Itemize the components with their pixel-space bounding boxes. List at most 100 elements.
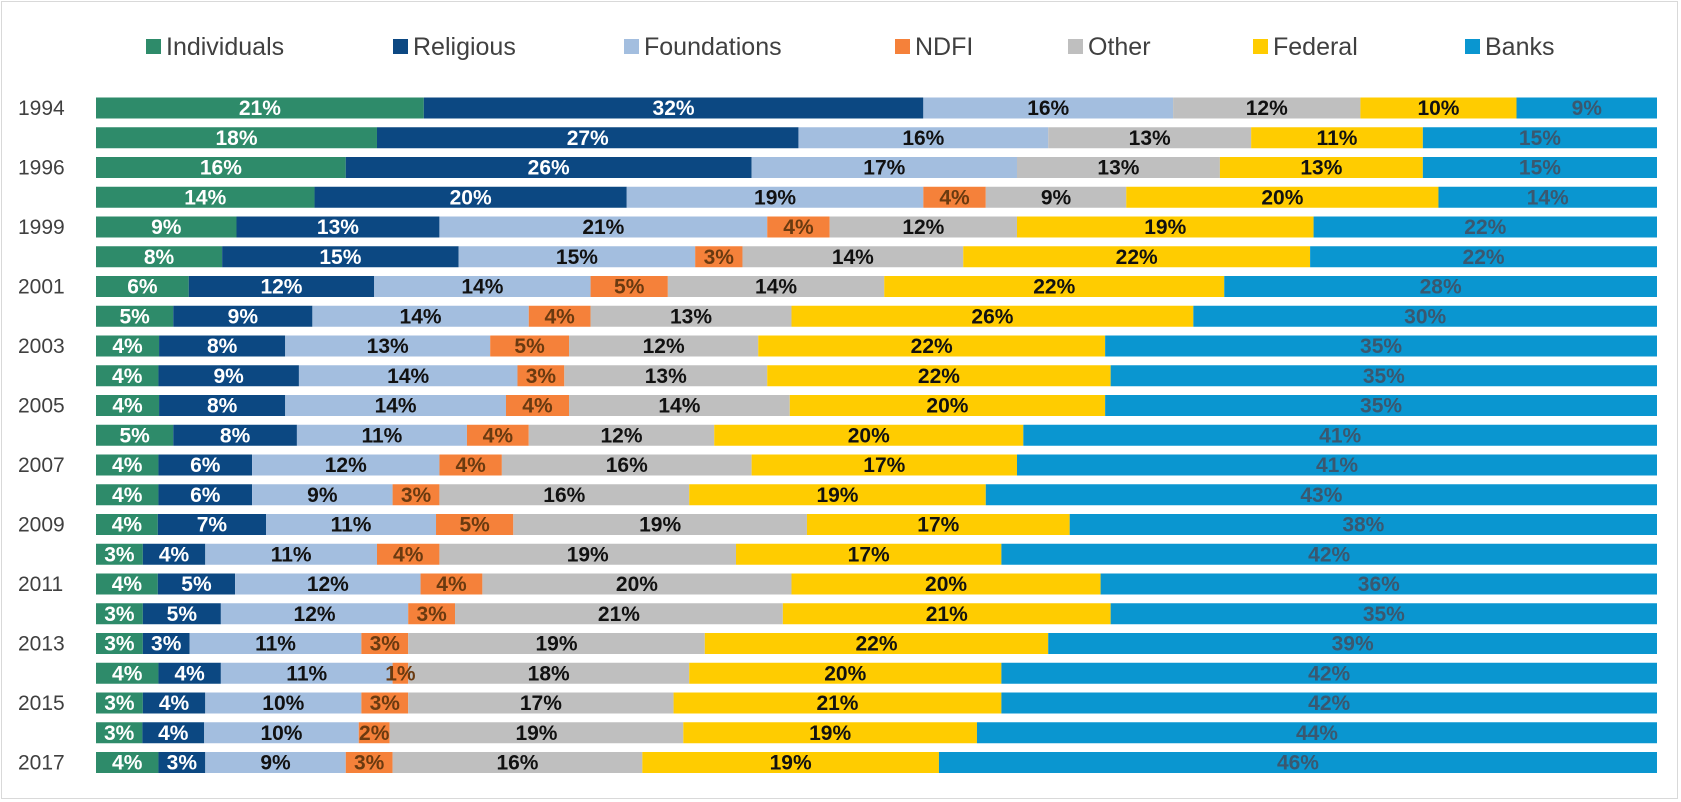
data-label-2015-ndfi: 3% [370,692,401,715]
data-label-2007-individuals: 4% [112,454,143,477]
data-label-1996-individuals: 16% [200,157,242,180]
bar-2001-other [667,276,885,297]
bar-2009-federal [806,514,1070,535]
legend-swatch-ndfi [895,39,910,54]
bar-2003-other [569,335,759,357]
bar-2009-other [513,514,807,535]
data-label-2016-religious: 4% [158,722,189,745]
bar-2009-religious [157,514,267,535]
data-label-2009-individuals: 4% [112,514,143,537]
data-label-2002-individuals: 5% [119,305,150,328]
bar-2016-ndfi [358,722,390,744]
bar-2001-federal [884,276,1225,297]
bar-2001-religious [188,276,375,297]
data-label-2012-individuals: 3% [104,603,135,626]
legend-label-individuals: Individuals [166,33,284,61]
bar-2015-individuals [96,692,143,714]
bar-1999-federal [1016,216,1314,238]
data-label-2010-federal: 17% [848,543,890,566]
data-label-1999-foundations: 21% [582,216,624,239]
bar-1999-religious [236,216,440,238]
bar-2016-religious [142,722,205,744]
data-label-2011-ndfi: 4% [436,573,467,596]
bar-1997-banks [1438,186,1657,208]
data-label-2006-foundations: 11% [361,424,402,447]
data-label-2001-banks: 28% [1420,276,1462,299]
data-label-2008-religious: 6% [190,484,221,507]
data-label-1995-banks: 15% [1519,127,1561,150]
data-label-2003-religious: 8% [207,335,238,358]
y-axis-label-2001: 2001 [18,276,65,299]
y-axis-labels: 1994 1996 1999 2001 2003 2005 2007 2009 2011 2013… [18,97,65,775]
bar-1997-individuals [96,186,315,208]
data-label-2011-individuals: 4% [112,573,143,596]
data-label-2000-individuals: 8% [144,246,175,269]
bar-2006-other [528,424,715,446]
bars [96,97,1657,773]
bar-2014-federal [689,662,1002,684]
bar-2013-religious [142,633,190,654]
data-label-2001-foundations: 14% [461,276,503,299]
legend-swatch-banks [1465,39,1480,54]
data-label-2015-other: 17% [520,692,562,715]
data-label-2007-federal: 17% [863,454,905,477]
data-label-2013-individuals: 3% [104,633,135,656]
bar-2011-ndfi [420,573,483,595]
data-label-2010-other: 19% [567,543,609,566]
bar-2013-banks [1048,633,1657,654]
y-axis-label-2003: 2003 [18,335,65,358]
bar-2014-banks [1001,662,1657,684]
bar-1996-individuals [96,157,346,178]
legend-label-other: Other [1088,33,1151,61]
bar-2010-individuals [96,543,143,565]
bar-2015-foundations [205,692,362,714]
data-label-2006-federal: 20% [848,424,890,447]
y-axis-label-1999: 1999 [18,216,65,239]
bar-2010-religious [142,543,206,565]
legend-swatch-other [1068,39,1083,54]
bar-2005-ndfi [505,395,570,416]
data-label-2011-religious: 5% [181,573,212,596]
bar-2008-foundations [252,484,393,506]
bar-1999-ndfi [767,216,830,238]
bar-2003-banks [1105,335,1657,357]
data-label-1994-religious: 32% [653,97,695,120]
bar-2000-ndfi [695,246,743,268]
bar-2007-ndfi [439,454,502,476]
bar-2014-religious [158,662,221,684]
bar-2005-foundations [285,395,506,416]
data-label-2006-other: 12% [600,424,642,447]
data-label-2001-ndfi: 5% [614,276,645,299]
legend-label-religious: Religious [413,33,516,61]
legend-swatch-religious [393,39,408,54]
data-label-2009-foundations: 11% [331,514,372,537]
data-label-2009-religious: 7% [197,514,228,537]
data-label-2013-other: 19% [535,633,577,656]
data-label-2010-religious: 4% [159,543,190,566]
data-label-2003-federal: 22% [911,335,953,358]
bar-2007-federal [751,454,1017,476]
bar-2011-religious [157,573,236,595]
bar-2017-foundations [205,752,346,773]
data-label-2005-foundations: 14% [375,395,417,418]
bar-2014-other [408,662,690,684]
bar-2014-individuals [96,662,159,684]
bar-1999-individuals [96,216,237,238]
bar-2011-federal [791,573,1101,595]
data-label-2008-foundations: 9% [307,484,338,507]
data-label-2003-banks: 35% [1360,335,1402,358]
bar-2000-banks [1310,246,1657,268]
data-label-2017-federal: 19% [770,752,812,775]
bar-2017-individuals [96,752,159,773]
bar-2006-individuals [96,424,174,446]
data-label-2007-religious: 6% [190,454,221,477]
data-label-2014-religious: 4% [174,662,205,685]
y-axis-label-2009: 2009 [18,514,65,537]
bar-2001-individuals [96,276,189,297]
data-label-1996-banks: 15% [1519,157,1561,180]
data-label-2016-other: 19% [515,722,557,745]
bar-2012-individuals [96,603,143,625]
y-axis-label-2017: 2017 [18,752,65,775]
data-label-2008-federal: 19% [816,484,858,507]
data-label-2002-foundations: 14% [400,305,442,328]
